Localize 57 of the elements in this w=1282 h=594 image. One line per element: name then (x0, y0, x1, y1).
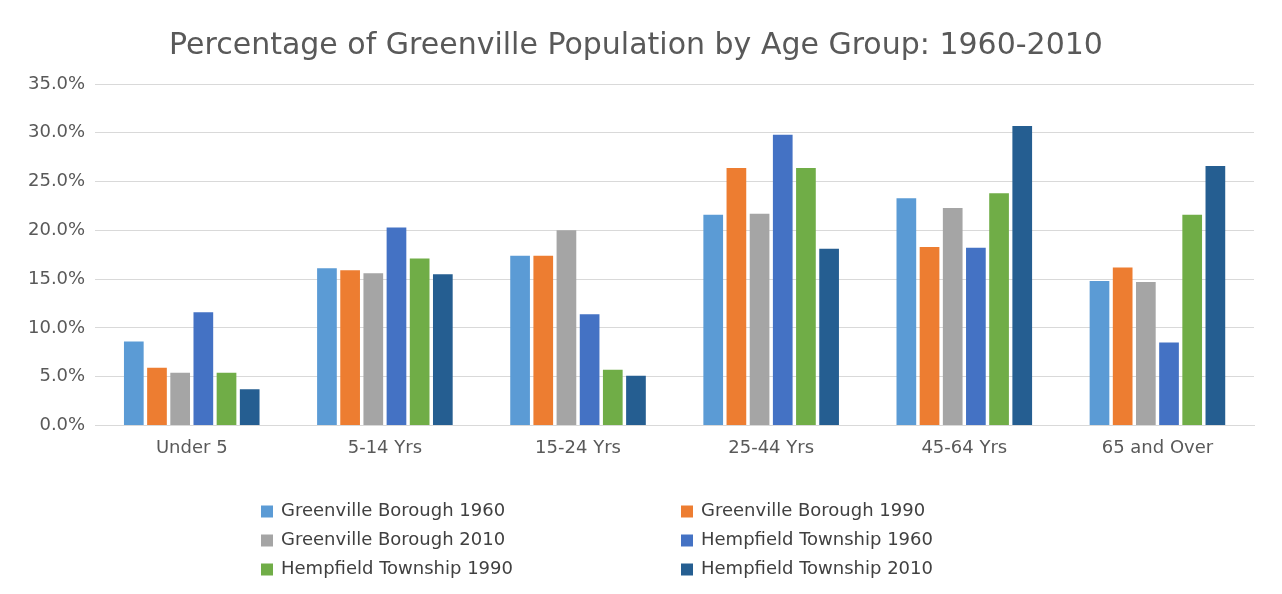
bar (942, 207, 963, 425)
legend-label: Greenville Borough 1960 (281, 499, 506, 521)
y-tick-label: 20.0% (27, 217, 86, 239)
legend-label: Hempfield Township 2010 (701, 557, 933, 579)
bar (170, 372, 191, 425)
y-tick-label: 25.0% (27, 169, 86, 191)
bar (1089, 281, 1110, 425)
legend-label: Greenville Borough 1990 (701, 499, 926, 521)
bar (363, 273, 384, 425)
bar (772, 134, 793, 425)
legend-label: Hempfield Township 1990 (281, 557, 513, 579)
bar (626, 375, 646, 425)
bar (1182, 214, 1203, 425)
bar (193, 312, 214, 425)
bar (556, 230, 577, 425)
y-tick-label: 15.0% (27, 266, 86, 288)
y-tick-label: 35.0% (27, 71, 86, 93)
bar (796, 167, 816, 425)
y-tick-label: 5.0% (39, 364, 86, 386)
bar (239, 389, 260, 425)
legend-label: Greenville Borough 2010 (281, 528, 506, 550)
bar (749, 213, 770, 425)
x-tick-label: 25-44 Yrs (728, 435, 815, 457)
bar (123, 341, 144, 425)
bar (409, 258, 430, 425)
bar (317, 268, 337, 425)
bar (896, 198, 917, 425)
y-tick-label: 30.0% (27, 120, 86, 142)
y-tick-label: 10.0% (27, 315, 86, 337)
bar (602, 369, 623, 425)
bar (1135, 282, 1156, 425)
bar (1159, 342, 1179, 425)
bar (432, 274, 453, 425)
bar (703, 214, 724, 425)
bar (966, 247, 986, 425)
x-tick-label: 65 and Over (1101, 435, 1214, 457)
bar (510, 255, 530, 425)
bar (726, 167, 747, 425)
chart-title: Percentage of Greenville Population by Age Group: 1960-2010 (169, 25, 1103, 61)
bar (1112, 267, 1133, 425)
bar (919, 246, 940, 425)
bar (819, 248, 839, 425)
bar (386, 227, 407, 425)
bar (216, 372, 237, 425)
legend-label: Hempfield Township 1960 (701, 528, 933, 550)
x-tick-label: 5-14 Yrs (347, 435, 423, 457)
bar (340, 270, 360, 425)
x-tick-label: Under 5 (155, 435, 228, 457)
x-tick-label: 15-24 Yrs (535, 435, 621, 457)
bar (989, 193, 1009, 425)
y-tick-label: 0.0% (39, 413, 86, 435)
x-tick-label: 45-64 Yrs (921, 435, 1008, 457)
bar (579, 314, 600, 425)
bar (1012, 125, 1033, 425)
bar (147, 367, 167, 425)
bar (1205, 165, 1226, 425)
bar (533, 255, 554, 425)
